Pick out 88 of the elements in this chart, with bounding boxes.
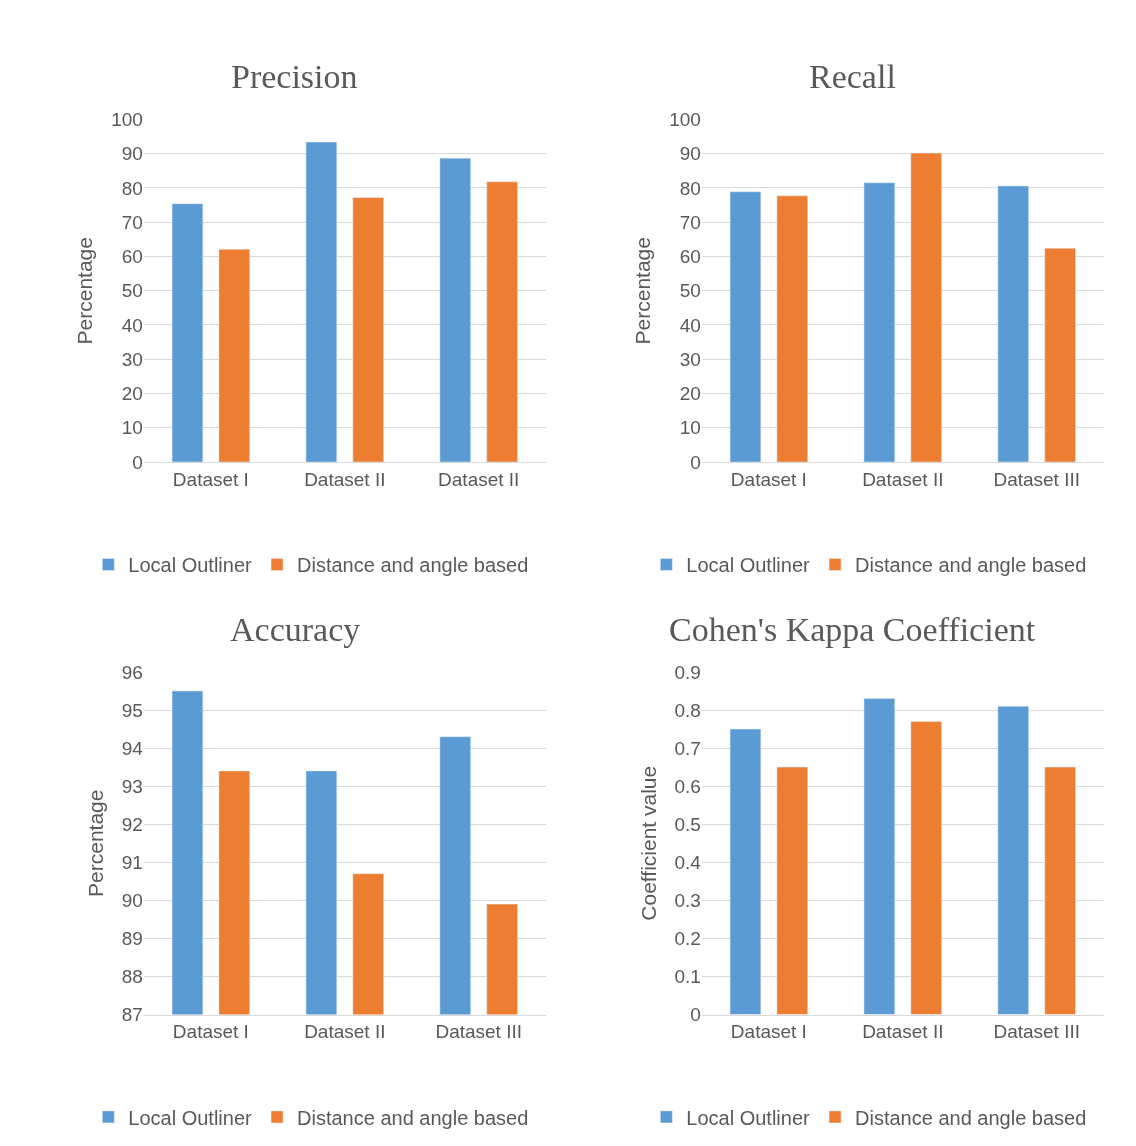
chart-title: Accuracy (230, 611, 361, 648)
y-tick-label: 70 (679, 211, 701, 233)
y-tick-label: 80 (679, 177, 701, 199)
y-tick-label: 0.6 (674, 775, 701, 797)
y-tick-label: 88 (121, 966, 143, 988)
y-tick-label: 40 (121, 314, 143, 336)
bar (1044, 766, 1076, 1015)
bar (486, 181, 518, 462)
bar (863, 182, 896, 462)
y-tick-label: 95 (121, 699, 143, 721)
y-tick-label: 0.2 (674, 928, 701, 950)
bar (439, 157, 471, 462)
bar (997, 185, 1029, 462)
y-tick-label: 30 (679, 348, 701, 370)
y-tick-label: 96 (121, 661, 143, 683)
x-tick-label: Dataset III (435, 1021, 523, 1043)
legend-label: Distance and angle based (855, 554, 1087, 577)
y-axis-title: Percentage (631, 237, 655, 345)
y-tick-label: 60 (121, 246, 143, 268)
bar (352, 197, 384, 462)
bar (729, 728, 762, 1015)
y-tick-label: 90 (121, 889, 143, 911)
y-tick-label: 30 (121, 348, 143, 370)
y-tick-label: 0.3 (674, 889, 701, 911)
x-tick-label: Dataset II (304, 468, 386, 490)
bar (910, 152, 942, 462)
bar (1044, 248, 1076, 462)
bar (776, 195, 808, 462)
legend-label: Local Outliner (128, 554, 253, 577)
y-tick-label: 91 (121, 851, 143, 873)
bar (729, 191, 762, 462)
legend-label: Local Outliner (686, 554, 811, 577)
x-tick-label: Dataset II (862, 468, 944, 490)
bar (910, 721, 942, 1015)
legend-label: Local Outliner (128, 1106, 253, 1129)
x-tick-label: Dataset II (438, 468, 520, 490)
y-tick-label: 40 (679, 314, 701, 336)
y-axis-title: Percentage (73, 237, 97, 345)
y-tick-label: 10 (679, 417, 701, 439)
y-tick-label: 0 (690, 1004, 701, 1026)
y-tick-label: 50 (121, 280, 143, 302)
y-tick-label: 70 (121, 211, 143, 233)
y-tick-label: 0.7 (674, 737, 701, 759)
bar (776, 766, 808, 1015)
y-tick-label: 90 (121, 143, 143, 165)
y-tick-label: 20 (679, 383, 701, 405)
x-tick-label: Dataset III (993, 1021, 1081, 1043)
y-tick-label: 0.4 (674, 851, 702, 873)
chart-title: Precision (231, 58, 358, 95)
bar (218, 249, 250, 462)
y-tick-label: 20 (121, 383, 143, 405)
y-tick-label: 0.1 (674, 966, 701, 988)
y-tick-label: 0.5 (674, 813, 701, 835)
y-tick-label: 87 (121, 1004, 143, 1026)
y-tick-label: 93 (121, 775, 143, 797)
x-tick-label: Dataset I (172, 1021, 249, 1043)
y-tick-label: 90 (679, 143, 701, 165)
bar (863, 698, 896, 1015)
y-tick-label: 50 (679, 280, 701, 302)
legend-label: Distance and angle based (297, 1106, 529, 1129)
x-tick-label: Dataset II (862, 1021, 944, 1043)
y-axis-title: Percentage (83, 789, 107, 897)
chart-title: Cohen's Kappa Coefficient (669, 611, 1036, 648)
y-tick-label: 10 (121, 417, 143, 439)
y-tick-label: 94 (121, 737, 144, 759)
y-tick-label: 0.9 (674, 661, 701, 683)
x-tick-label: Dataset II (304, 1021, 386, 1043)
y-tick-label: 89 (121, 928, 143, 950)
y-axis-title: Coefficient value (636, 765, 660, 921)
legend-label: Local Outliner (686, 1106, 811, 1129)
chart-title: Recall (809, 58, 896, 95)
x-tick-label: Dataset I (730, 468, 807, 490)
x-tick-label: Dataset I (172, 468, 249, 490)
y-tick-label: 60 (679, 246, 701, 268)
y-tick-label: 0 (690, 451, 701, 473)
bar (171, 203, 204, 462)
y-tick-label: 0 (132, 451, 143, 473)
x-tick-label: Dataset I (730, 1021, 807, 1043)
y-tick-label: 100 (669, 109, 701, 131)
bar (997, 705, 1029, 1015)
x-tick-label: Dataset III (993, 468, 1081, 490)
y-tick-label: 80 (121, 177, 143, 199)
legend-label: Distance and angle based (297, 554, 529, 577)
y-tick-label: 100 (111, 109, 143, 131)
bar (305, 141, 338, 462)
y-tick-label: 92 (121, 813, 143, 835)
legend-label: Distance and angle based (855, 1106, 1087, 1129)
y-tick-label: 0.8 (674, 699, 701, 721)
